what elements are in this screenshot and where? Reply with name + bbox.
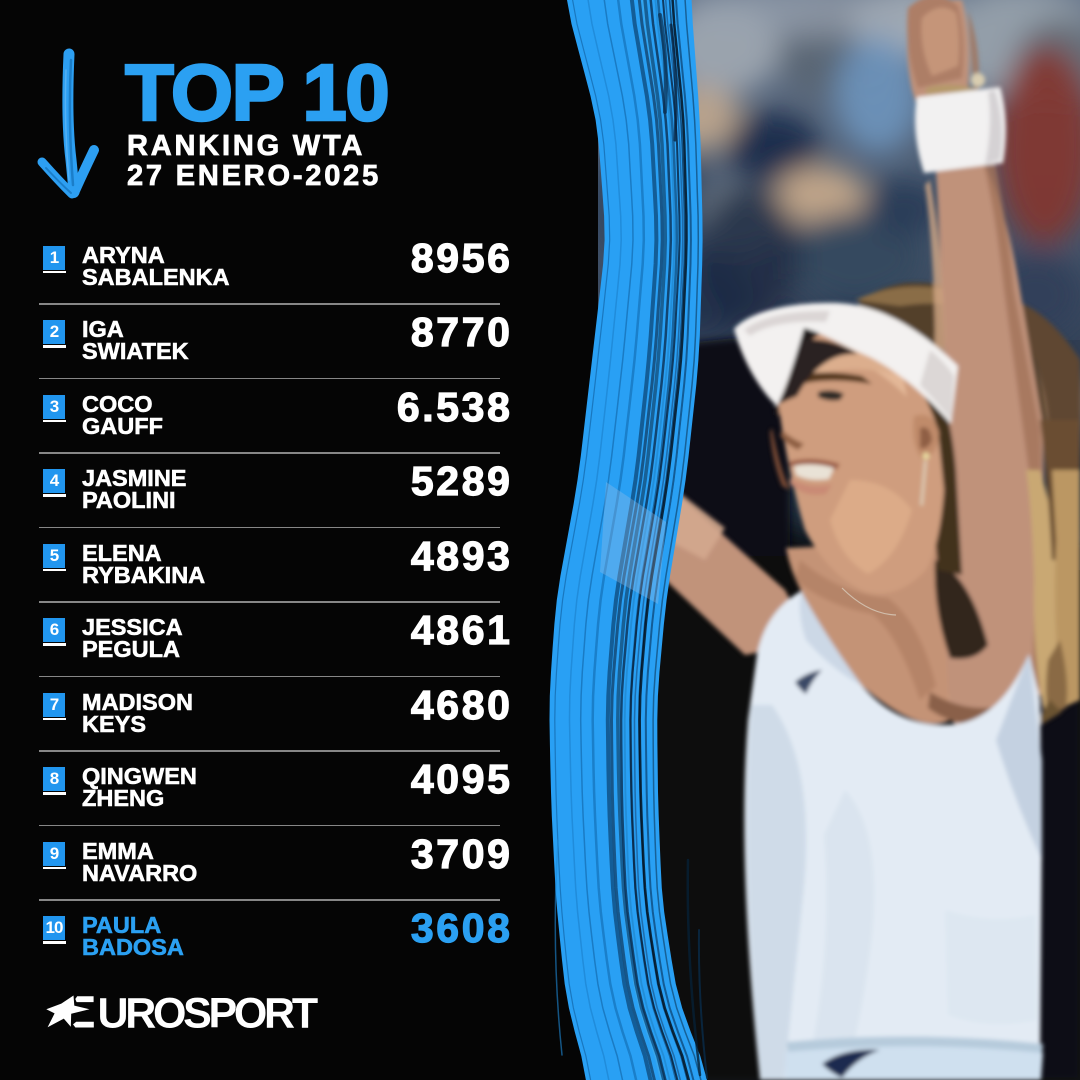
svg-text:UROSPORT: UROSPORT (98, 991, 318, 1037)
